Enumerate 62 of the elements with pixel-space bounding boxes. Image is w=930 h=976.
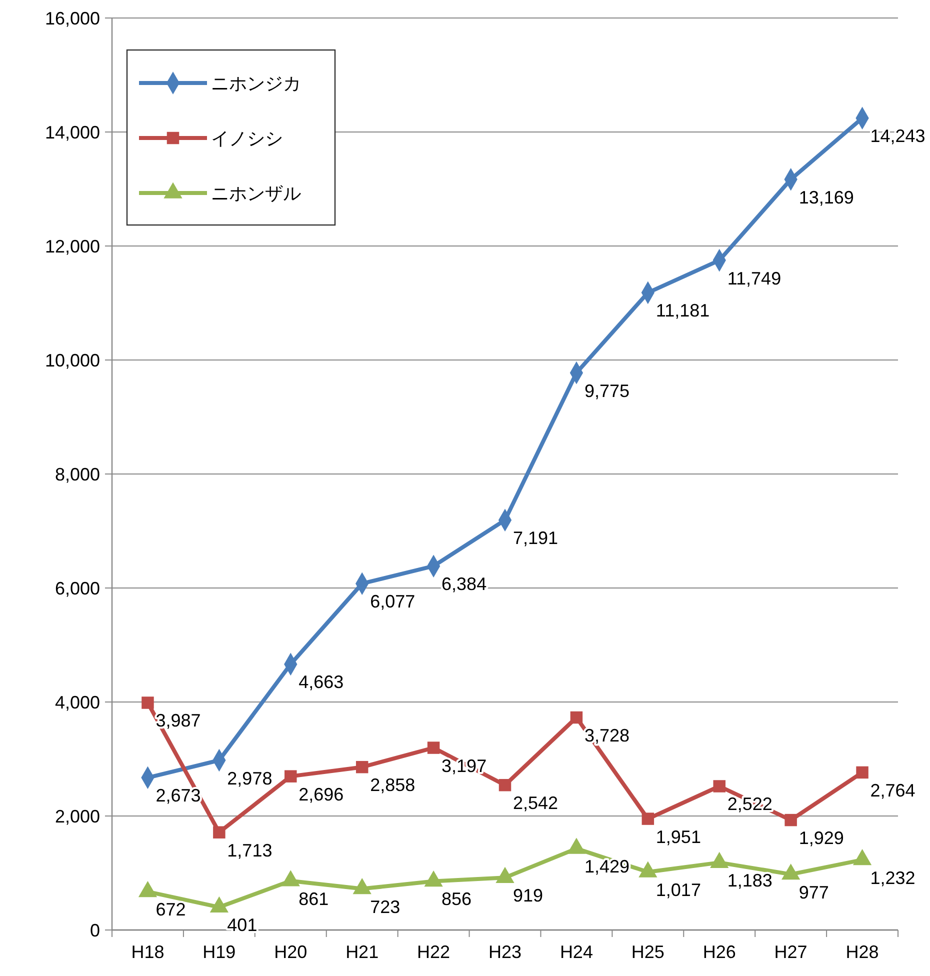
x-tick-label: H18 [131,942,164,962]
point [784,814,797,826]
point [856,766,868,779]
data-label: 6,384 [442,574,487,594]
x-tick-label: H20 [274,942,308,962]
point [142,696,154,709]
data-label: 14,243 [870,126,926,146]
data-label: 1,017 [656,880,701,900]
data-label: 2,696 [298,784,344,804]
y-tick-label: 12,000 [44,236,100,256]
data-label: 2,542 [513,793,558,814]
y-tick-label: 4,000 [54,692,100,712]
data-label: 723 [370,896,400,917]
data-label: 9,775 [584,380,630,401]
point [498,778,512,792]
data-label: 672 [156,900,186,920]
data-label: 2,978 [227,768,272,788]
point [642,812,654,825]
point [213,826,226,838]
data-label: 7,191 [513,528,558,548]
y-tick-label: 16,000 [44,8,100,28]
data-label: 1,232 [870,868,916,888]
y-tick-label: 14,000 [44,122,100,142]
legend-label: イノシシ [211,128,283,148]
x-tick-label: H26 [702,942,736,962]
data-label: 2,858 [370,775,416,796]
data-label: 1,951 [656,826,701,847]
data-label: 1,183 [727,870,772,891]
y-tick-label: 8,000 [54,464,100,484]
data-label: 13,169 [798,187,854,208]
data-label: 977 [798,882,829,902]
legend-label: ニホンザル [211,183,301,204]
data-label: 6,077 [370,592,416,612]
x-tick-label: H28 [846,942,879,962]
x-tick-label: H23 [488,942,522,962]
data-label: 856 [442,889,472,910]
point [284,770,297,782]
data-label: 1,929 [798,828,844,848]
point [427,742,440,754]
point [570,711,583,724]
x-tick-label: H24 [560,942,593,962]
x-tick-label: H27 [774,942,808,962]
data-label: 401 [227,915,258,936]
data-label: 11,181 [656,300,710,321]
data-label: 4,663 [298,672,344,692]
data-label: 919 [513,886,544,906]
data-label: 2,764 [870,780,916,800]
legend-label: ニホンジカ [211,73,301,94]
data-label: 1,429 [584,856,630,877]
x-tick-label: H21 [346,942,379,962]
y-tick-label: 2,000 [54,806,100,826]
y-tick-label: 6,000 [54,578,100,598]
x-tick-label: H19 [202,942,236,962]
data-label: 861 [298,888,329,909]
y-tick-label: 0 [90,920,100,940]
x-tick-label: H25 [631,942,664,962]
y-tick-label: 10,000 [44,350,100,370]
point [713,780,726,792]
x-tick-label: H22 [417,942,450,962]
point [356,760,368,774]
data-label: 1,713 [227,840,272,860]
data-label: 11,749 [727,268,782,288]
